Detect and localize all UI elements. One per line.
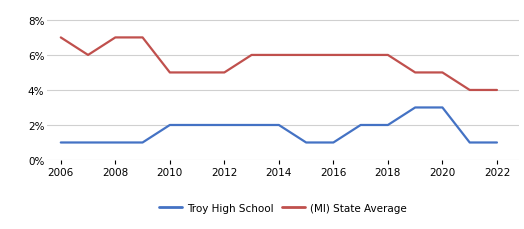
(MI) State Average [439,72,445,74]
Troy High School [357,124,364,127]
Troy High School [139,142,146,144]
(MI) State Average [276,54,282,57]
Troy High School [385,124,391,127]
(MI) State Average [412,72,418,74]
Troy High School [412,107,418,109]
(MI) State Average [466,89,473,92]
Troy High School [221,124,227,127]
(MI) State Average [194,72,200,74]
Troy High School [439,107,445,109]
(MI) State Average [58,37,64,40]
Troy High School [58,142,64,144]
Troy High School [494,142,500,144]
(MI) State Average [303,54,309,57]
Legend: Troy High School, (MI) State Average: Troy High School, (MI) State Average [155,199,411,218]
Troy High School [85,142,91,144]
(MI) State Average [248,54,255,57]
(MI) State Average [139,37,146,40]
(MI) State Average [494,89,500,92]
Troy High School [112,142,118,144]
(MI) State Average [330,54,336,57]
(MI) State Average [85,54,91,57]
(MI) State Average [357,54,364,57]
Troy High School [330,142,336,144]
Line: (MI) State Average: (MI) State Average [61,38,497,90]
(MI) State Average [385,54,391,57]
Troy High School [466,142,473,144]
Troy High School [276,124,282,127]
(MI) State Average [112,37,118,40]
Troy High School [303,142,309,144]
Troy High School [194,124,200,127]
(MI) State Average [221,72,227,74]
Troy High School [248,124,255,127]
Troy High School [167,124,173,127]
Line: Troy High School: Troy High School [61,108,497,143]
(MI) State Average [167,72,173,74]
